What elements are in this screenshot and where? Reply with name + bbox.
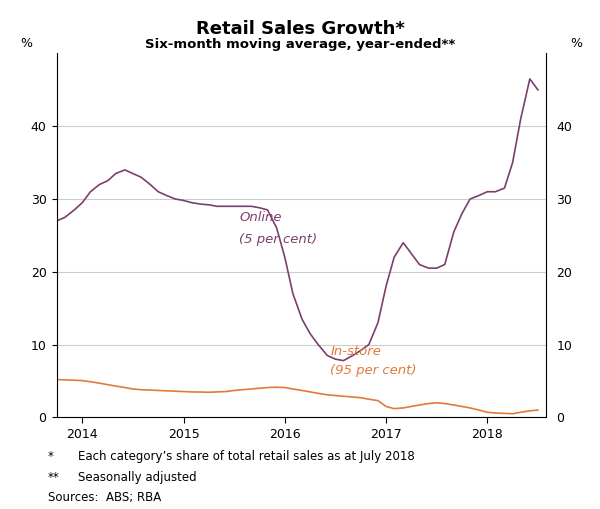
Text: Online: Online — [239, 212, 282, 224]
Text: In-store: In-store — [331, 345, 381, 358]
Text: (5 per cent): (5 per cent) — [239, 233, 317, 246]
Text: Six-month moving average, year-ended**: Six-month moving average, year-ended** — [145, 38, 455, 51]
Text: (95 per cent): (95 per cent) — [331, 364, 417, 377]
Text: **: ** — [48, 471, 60, 484]
Text: Seasonally adjusted: Seasonally adjusted — [78, 471, 197, 484]
Text: *: * — [48, 450, 54, 464]
Text: %: % — [20, 37, 32, 50]
Text: Sources:  ABS; RBA: Sources: ABS; RBA — [48, 491, 161, 504]
Text: Each category’s share of total retail sales as at July 2018: Each category’s share of total retail sa… — [78, 450, 415, 464]
Text: %: % — [571, 37, 583, 50]
Text: Retail Sales Growth*: Retail Sales Growth* — [196, 20, 404, 38]
